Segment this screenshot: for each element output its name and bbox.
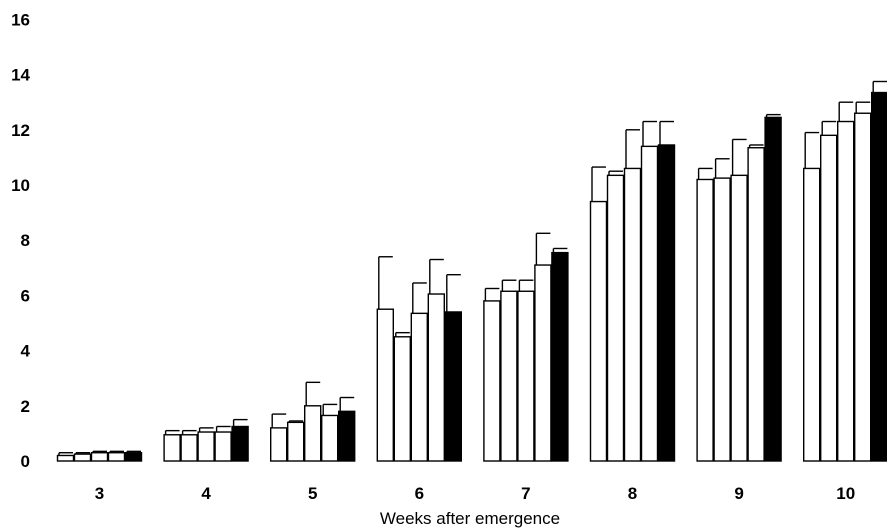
y-tick-label: 2 [21,397,30,416]
bar [393,336,411,462]
bar [764,116,782,462]
x-tick-label: 4 [201,484,211,503]
bar [747,147,765,462]
bar [73,453,92,462]
bar [713,177,731,462]
bar-group [483,232,569,462]
y-tick-label: 8 [21,231,30,250]
bar [837,120,855,462]
bar [376,308,394,462]
bar [803,167,821,462]
bar [287,421,305,462]
bar [696,178,714,462]
bar [606,174,625,462]
y-tick-label: 4 [21,342,31,361]
bar [56,454,75,462]
x-tick-label: 5 [308,484,317,503]
bar-group [270,381,356,462]
y-tick-label: 14 [11,66,30,85]
bar [231,425,249,462]
x-axis-tick-labels: 3 4 5 6 7 8 9 10 [95,484,855,503]
y-axis-tick-labels: 0 2 4 6 8 10 12 14 16 [11,10,30,471]
bar-group [376,256,462,462]
x-tick-label: 8 [628,484,637,503]
bar-group [56,450,143,462]
bar [107,452,126,462]
bar [640,145,659,462]
bar [623,167,642,462]
bar [444,311,462,462]
y-tick-label: 12 [11,121,30,140]
bar-group [589,120,676,462]
bar [410,312,428,462]
bar [854,112,872,462]
x-tick-label: 3 [95,484,104,503]
x-tick-label: 9 [734,484,743,503]
bar-group [803,80,887,462]
bar [820,134,838,462]
bar [124,452,143,462]
bar [163,434,181,462]
bar [214,431,232,462]
y-tick-label: 0 [21,452,30,471]
bar-group [696,113,782,462]
y-tick-label: 16 [11,10,30,29]
bar [427,293,445,462]
bar [338,410,356,462]
bar [90,452,109,462]
bar-group [163,418,249,462]
bar [871,91,887,462]
bar [657,144,676,462]
bar [180,434,198,462]
x-tick-label: 7 [521,484,530,503]
bar [517,290,535,462]
bar [534,264,552,462]
bar [551,251,569,462]
bar [197,431,215,462]
x-axis-title: Weeks after emergence [380,509,560,528]
x-tick-label: 6 [415,484,424,503]
bar [589,200,608,462]
x-tick-label: 10 [836,484,855,503]
y-tick-label: 10 [11,176,30,195]
bar [304,405,322,462]
bar-groups [56,80,887,462]
bar [483,300,501,462]
bar [321,414,339,462]
bar [730,174,748,462]
bar [270,427,288,462]
bar [500,290,518,462]
y-tick-label: 6 [21,286,30,305]
